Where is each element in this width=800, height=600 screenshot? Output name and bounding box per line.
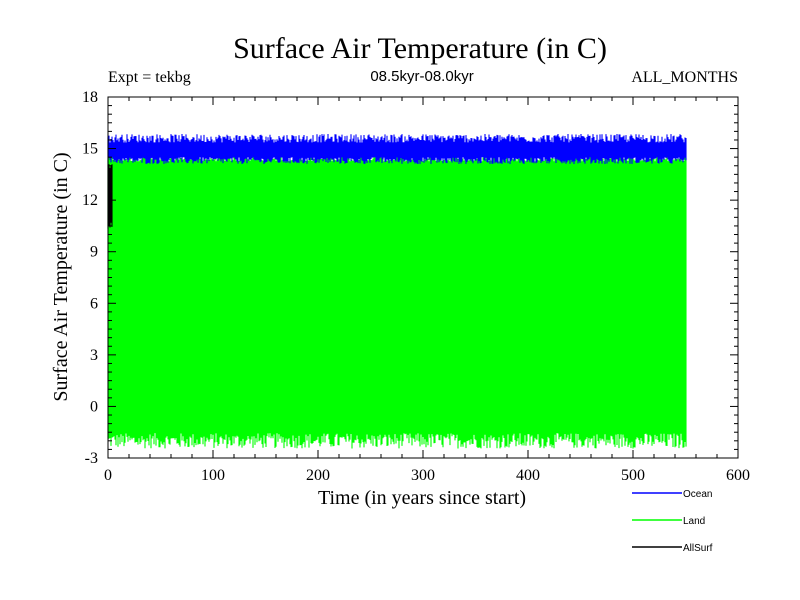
legend-label-land: Land: [683, 516, 705, 527]
x-tick-label: 400: [516, 467, 540, 484]
y-tick-label: 12: [82, 192, 98, 209]
months-label: ALL_MONTHS: [631, 69, 738, 86]
y-axis-label: Surface Air Temperature (in C): [50, 152, 72, 401]
x-tick-label: 200: [306, 467, 330, 484]
y-tick-label: 6: [90, 295, 98, 312]
y-axis: -3 0 3 6 9 12 15 18: [82, 89, 738, 467]
y-tick-label: 15: [82, 141, 98, 158]
legend: Ocean Land AllSurf: [632, 489, 713, 554]
series-layer: [107, 134, 687, 449]
x-tick-label: 0: [104, 467, 112, 484]
y-tick-label: 18: [82, 89, 98, 106]
experiment-label: Expt = tekbg: [108, 69, 191, 86]
x-axis-label: Time (in years since start): [318, 487, 526, 509]
chart-title: Surface Air Temperature (in C): [233, 32, 607, 65]
y-tick-label: -3: [85, 450, 98, 467]
x-tick-label: 100: [201, 467, 225, 484]
x-tick-label: 500: [621, 467, 645, 484]
y-tick-label: 9: [90, 244, 98, 261]
y-tick-label: 3: [90, 347, 98, 364]
x-tick-label: 600: [726, 467, 750, 484]
legend-label-ocean: Ocean: [683, 489, 712, 500]
y-tick-label: 0: [90, 398, 98, 415]
chart-subtitle: 08.5kyr-08.0kyr: [370, 68, 473, 85]
legend-label-allsurf: AllSurf: [683, 543, 713, 554]
x-axis: 0 100 200 300 400 500 600: [104, 97, 750, 484]
x-tick-label: 300: [411, 467, 435, 484]
series-land: [107, 156, 687, 449]
